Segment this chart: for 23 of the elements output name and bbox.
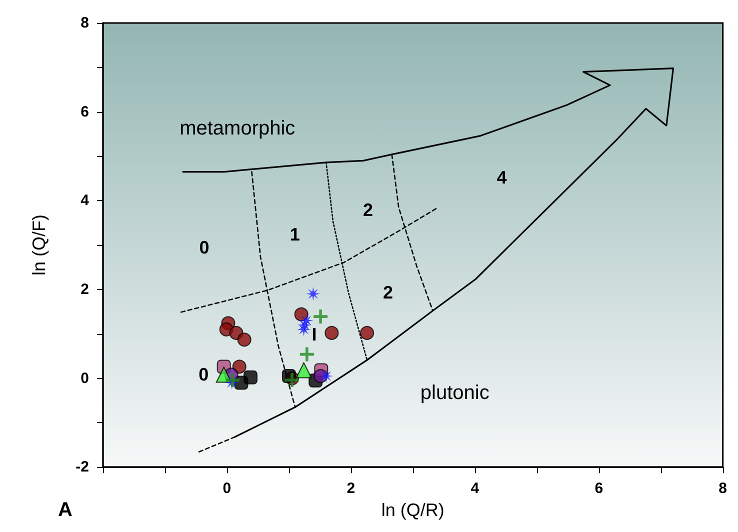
annotation: 1 bbox=[290, 224, 300, 245]
annotation: 0 bbox=[198, 364, 209, 384]
annotation: 4 bbox=[496, 167, 507, 188]
annotation: plutonic bbox=[420, 382, 490, 404]
y-tick-label: -2 bbox=[76, 458, 89, 476]
y-tick-label: 4 bbox=[80, 192, 90, 210]
x-tick-label: 0 bbox=[222, 480, 232, 498]
y-tick-label: 2 bbox=[80, 280, 89, 298]
y-tick-label: 0 bbox=[80, 370, 89, 387]
y-tick-label: 6 bbox=[80, 103, 89, 120]
text: A bbox=[58, 499, 72, 521]
annotation: 2 bbox=[362, 200, 374, 220]
annotation: 2 bbox=[382, 282, 394, 303]
x-tick-label: 4 bbox=[470, 480, 480, 498]
x-tick-label: 2 bbox=[346, 480, 356, 498]
annotation: 0 bbox=[199, 237, 210, 258]
y-tick-label: 8 bbox=[80, 14, 89, 32]
annotation: I bbox=[312, 324, 317, 344]
y-axis-title: ln (Q/F) bbox=[29, 214, 49, 276]
x-tick-label: 6 bbox=[594, 480, 604, 498]
x-tick-label: 8 bbox=[718, 480, 727, 498]
annotation: metamorphic bbox=[180, 117, 296, 140]
x-axis-title: ln (Q/R) bbox=[381, 500, 444, 520]
